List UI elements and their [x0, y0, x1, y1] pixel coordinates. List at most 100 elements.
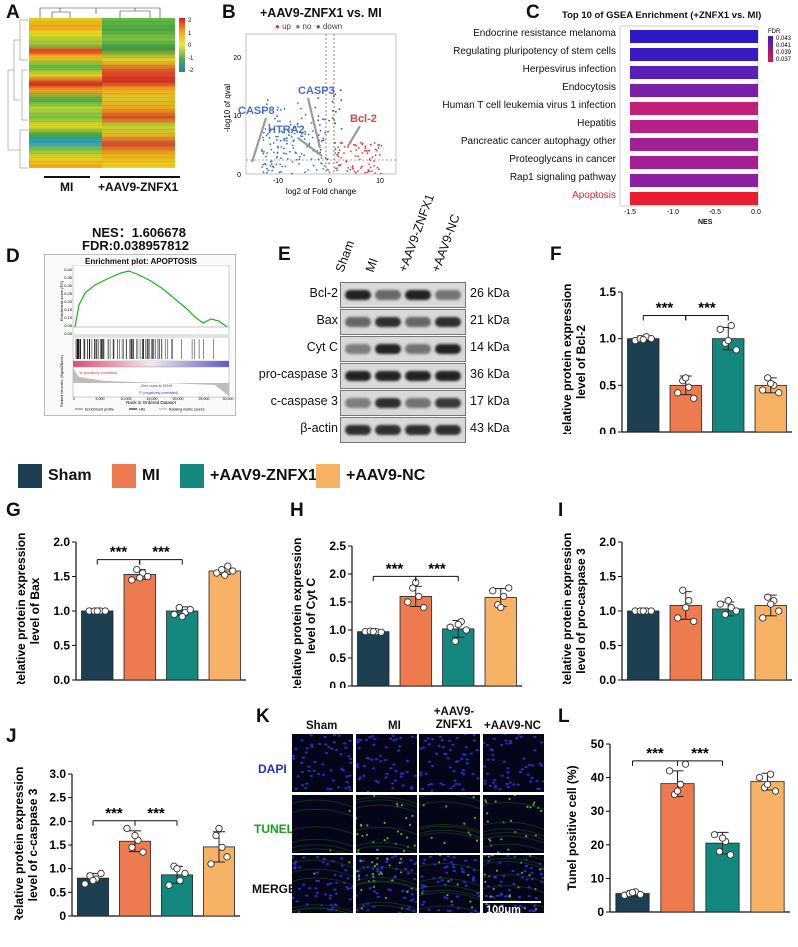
blot-band — [375, 425, 401, 435]
y-tick-label: 2.0 — [53, 535, 70, 549]
volcano-point — [336, 153, 339, 156]
tissue-fiber — [419, 885, 480, 894]
data-point — [710, 831, 719, 839]
nucleus — [452, 866, 456, 869]
nucleus — [333, 888, 337, 891]
y-axis-label: Relative protein expressionlevel of Bax — [14, 533, 42, 684]
nucleus — [455, 895, 459, 898]
volcano-point — [307, 133, 310, 136]
y-tick-label: 1.5 — [53, 570, 70, 584]
nucleus — [525, 878, 529, 881]
es-ytick: 0.00 — [64, 331, 73, 336]
nucleus — [348, 774, 352, 777]
volcano-point — [312, 164, 315, 167]
nucleus — [337, 734, 341, 737]
nucleus — [330, 747, 334, 750]
blot-band — [375, 317, 401, 327]
nucleus — [522, 870, 527, 873]
data-point — [628, 888, 637, 897]
nucleus — [532, 735, 536, 738]
nucleus — [499, 880, 503, 883]
tunel-image-merge — [419, 855, 480, 913]
nucleus — [324, 743, 328, 746]
tissue-fiber — [482, 801, 544, 810]
tissue-fiber — [355, 804, 417, 813]
nucleus — [375, 868, 379, 871]
data-point — [639, 335, 647, 344]
tissue-fiber — [482, 843, 544, 852]
y-tick-label: 1.5 — [329, 595, 346, 609]
tunel-signal — [491, 855, 494, 857]
tunel-signal — [538, 868, 541, 871]
volcano-point — [310, 158, 313, 161]
blot-band — [345, 317, 371, 327]
nucleus — [292, 856, 295, 859]
group-legend: Sham MI +AAV9-ZNFX1 +AAV9-NC — [0, 462, 798, 492]
tunel-signal — [390, 879, 393, 882]
bar-chart-tunel: 0 10 20 30 40 50 *** *** Tunel positive cell (%) — [558, 736, 798, 919]
nucleus — [409, 869, 414, 872]
tunel-signal — [408, 823, 411, 826]
nucleus — [506, 855, 510, 857]
tunel-signal — [365, 833, 368, 836]
data-point — [101, 607, 109, 615]
enrichment-plot-title: Enrichment plot: APOPTOSIS — [85, 257, 198, 266]
blot-protein-label: c-caspase 3 — [270, 394, 338, 408]
data-point — [218, 565, 226, 574]
tunel-image-svg — [292, 734, 353, 791]
volcano-xtick: 0 — [328, 178, 332, 185]
nucleus — [293, 862, 297, 865]
tunel-signal — [402, 849, 405, 852]
nucleus — [297, 887, 302, 890]
data-point — [173, 865, 181, 873]
volcano-point — [343, 152, 345, 154]
data-point — [144, 572, 152, 581]
y-tick-label: 50 — [591, 737, 605, 751]
volcano-point — [304, 113, 307, 116]
volcano-point — [283, 107, 286, 110]
bar-chart-svg: 0 10 20 30 40 50 *** *** Tunel positive cell (%) — [565, 737, 790, 919]
arrow-bcl2 — [347, 125, 361, 147]
data-point — [764, 593, 772, 601]
data-point — [213, 569, 221, 577]
heatmap-dendrogram — [7, 7, 161, 169]
nucleus — [472, 739, 476, 742]
bar-chart-bcl2: 0.0 0.5 1.0 1.5 *** *** Relative protein expre… — [560, 278, 798, 440]
gsea-category-label: Proteoglycans in cancer — [509, 154, 616, 165]
y-tick-label: 1.0 — [49, 862, 66, 876]
blot-size-label: 36 kDa — [470, 367, 510, 381]
volcano-point — [297, 102, 299, 104]
data-point — [716, 325, 724, 333]
nucleus — [512, 855, 516, 858]
volcano-point — [314, 106, 317, 109]
nucleus — [530, 764, 534, 767]
gsea-category-label: Endocytosis — [562, 82, 616, 93]
volcano-ytick: 20 — [233, 55, 241, 62]
y-tick-label: 0.5 — [599, 639, 616, 653]
bar-sham — [627, 610, 660, 681]
fdr-tick: 0.037 — [776, 57, 792, 63]
volcano-point — [294, 151, 297, 154]
tunel-signal — [355, 816, 357, 819]
significance-stars: *** — [691, 745, 709, 762]
western-blot: Bcl-2 26 kDa Bax 21 kDa Cyt C 14 kDa pro-caspa… — [258, 282, 528, 452]
nucleus — [465, 762, 470, 765]
volcano-point — [328, 119, 331, 122]
significance-stars: *** — [152, 544, 170, 561]
gsea-bar — [630, 174, 758, 187]
data-point — [212, 831, 220, 840]
nucleus — [326, 883, 330, 886]
volcano-point — [336, 169, 338, 172]
nucleus — [423, 858, 427, 861]
nucleus — [445, 865, 449, 868]
tunel-row-merge: MERGE — [252, 882, 297, 896]
volcano-point — [286, 142, 288, 145]
volcano-point — [334, 167, 337, 170]
nucleus — [393, 779, 397, 782]
nucleus — [506, 785, 510, 788]
nucleus — [526, 773, 530, 776]
data-point — [679, 586, 687, 594]
nucleus — [304, 787, 308, 790]
data-point — [128, 576, 136, 584]
blot-band — [405, 398, 431, 408]
